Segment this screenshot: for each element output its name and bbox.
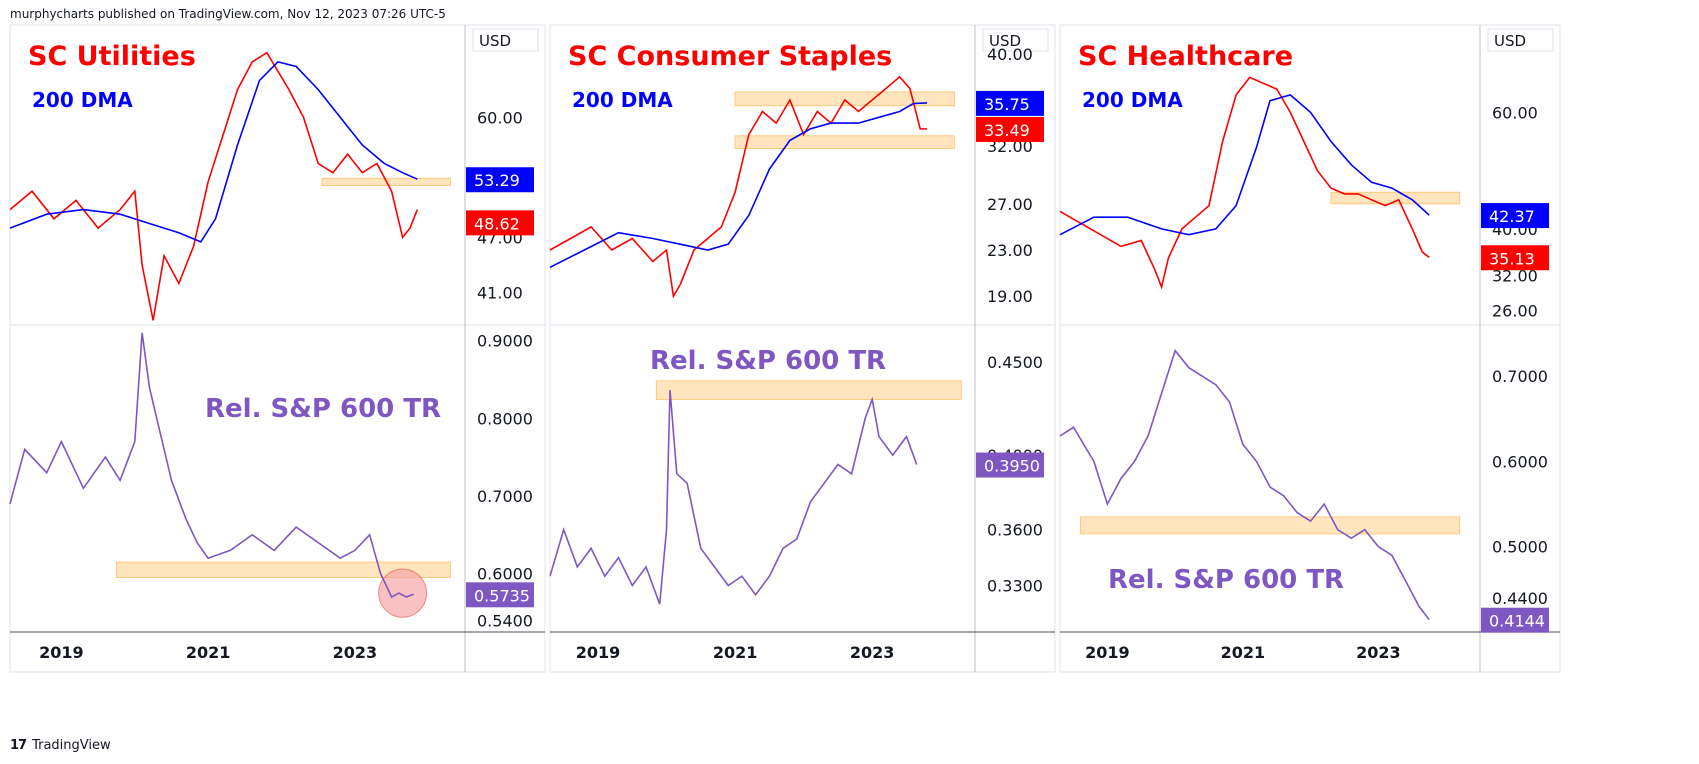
last-relative-value: 0.4144 [1489,612,1545,631]
relative-tick-label: 0.7000 [477,487,533,506]
relative-label: Rel. S&P 600 TR [1108,565,1344,595]
price-tick-label: 60.00 [1492,103,1538,122]
date-tick-label: 2023 [850,643,895,662]
relative-tick-label: 0.3600 [987,521,1043,540]
chart-title: SC Consumer Staples [568,41,892,72]
relative-tick-label: 0.4400 [1492,589,1548,608]
published-caption: murphycharts published on TradingView.co… [10,7,446,21]
price-tick-label: 32.00 [1492,266,1538,285]
chart-title: SC Healthcare [1078,41,1293,72]
price-series-line [1059,76,1430,290]
last-dma-value: 35.75 [984,95,1030,114]
relative-tick-label: 0.9000 [477,332,533,351]
currency-box [1487,28,1554,52]
chart-panel-3: USD60.0040.0032.0026.000.70000.60000.500… [1059,24,1561,673]
relative-tick-label: 0.5400 [477,611,533,630]
panel-frame [1059,24,1561,673]
last-price-badge [466,210,534,236]
tradingview-logo-icon: 17 [10,738,27,753]
dma-legend: 200 DMA [32,88,133,112]
relative-series-line [1059,348,1430,621]
relative-label: Rel. S&P 600 TR [205,394,441,424]
price-series-line [549,75,928,299]
date-tick-label: 2021 [713,643,758,662]
date-tick-label: 2023 [1356,643,1401,662]
last-relative-badge [1481,607,1549,633]
price-tick-label: 60.00 [477,108,523,127]
price-tick-label: 23.00 [987,241,1033,260]
price-tick-label: 27.00 [987,195,1033,214]
currency-label: USD [1494,32,1526,50]
dma-series-line [549,102,928,269]
price-tick-label: 41.00 [477,284,523,303]
last-dma-value: 42.37 [1489,207,1535,226]
last-price-value: 48.62 [474,214,520,233]
dma-series-line [9,61,418,243]
relative-label: Rel. S&P 600 TR [650,346,886,376]
relative-tick-label: 0.6000 [1492,452,1548,471]
date-tick-label: 2019 [39,643,84,662]
footer: 17 TradingView [10,738,111,753]
relative-tick-label: 0.8000 [477,409,533,428]
dma-legend: 200 DMA [572,88,673,112]
relative-series-line [9,332,414,599]
last-dma-value: 53.29 [474,171,520,190]
relative-tick-label: 0.7000 [1492,367,1548,386]
footer-brand: TradingView [32,738,111,753]
relative-zone [116,561,451,578]
last-price-value: 35.13 [1489,249,1535,268]
price-zone [1330,191,1461,205]
dma-series-line [1059,94,1430,236]
currency-label: USD [989,32,1021,50]
last-dma-badge [1481,203,1549,229]
price-tick-label: 26.00 [1492,301,1538,320]
currency-label: USD [479,32,511,50]
last-dma-badge [976,90,1044,116]
price-series-line [9,51,419,321]
chart-panel-1: USD60.0053.0047.0041.000.90000.80000.700… [9,24,546,673]
last-relative-value: 0.3950 [984,457,1040,476]
relative-series-line [549,390,918,605]
currency-box [982,28,1049,52]
currency-box [472,28,539,52]
relative-tick-label: 0.5000 [1492,538,1548,557]
relative-highlight-circle [378,568,428,618]
relative-zone [655,380,962,400]
panel-frame [549,24,1056,673]
dma-legend: 200 DMA [1082,88,1183,112]
panel-frame [9,24,546,673]
last-price-value: 33.49 [984,121,1030,140]
price-tick-label: 40.00 [987,45,1033,64]
date-tick-label: 2023 [333,643,378,662]
relative-tick-label: 0.3300 [987,576,1043,595]
last-relative-badge [976,452,1044,478]
date-tick-label: 2021 [1221,643,1266,662]
last-price-badge [1481,245,1549,271]
chart-panel-2: USD40.0032.0027.0023.0019.000.45000.4000… [549,24,1056,673]
price-zone [734,135,955,149]
price-tick-label: 19.00 [987,287,1033,306]
relative-zone [1079,516,1461,535]
date-tick-label: 2019 [576,643,621,662]
last-relative-value: 0.5735 [474,586,530,605]
last-price-badge [976,116,1044,142]
last-dma-badge [466,167,534,193]
last-relative-badge [466,582,534,608]
price-zone [734,91,955,107]
chart-title: SC Utilities [28,41,196,72]
relative-tick-label: 0.6000 [477,565,533,584]
date-tick-label: 2019 [1085,643,1130,662]
date-tick-label: 2021 [186,643,231,662]
relative-tick-label: 0.4500 [987,353,1043,372]
